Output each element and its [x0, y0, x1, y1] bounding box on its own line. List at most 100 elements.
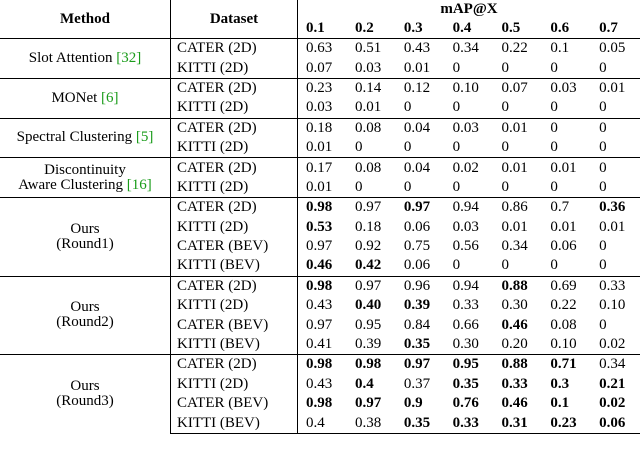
value-cell: 0.01 [599, 218, 626, 235]
value-cell: 0.12 [395, 77, 445, 99]
value-cell: 0.01 [306, 178, 333, 195]
method-name: Ours [70, 299, 100, 316]
value-cell: 0.02 [444, 157, 494, 178]
value-cell: 0.75 [403, 238, 431, 255]
value-cell: 0.7 [542, 197, 592, 218]
value-cell: 0.98 [347, 354, 396, 375]
value-cell: 0.04 [395, 157, 445, 178]
value-cell: 0.07 [493, 77, 543, 99]
value-cell: 0.08 [550, 316, 577, 333]
method-cell: MONet [6] [0, 77, 171, 119]
dataset-cell: CATER (2D) [170, 197, 298, 218]
value-cell: 0 [591, 157, 640, 178]
data-row: KITTI (BEV) 0.41 0.39 0.35 0.30 0.20 0.10 0.02 [0, 334, 640, 355]
value-cell: 0.76 [452, 395, 479, 412]
value-cell: 0.06 [403, 257, 431, 274]
dataset-cell: KITTI (2D) [170, 374, 298, 395]
value-cell: 0.10 [550, 336, 577, 353]
value-cell: 0.34 [591, 354, 640, 375]
value-cell: 0 [452, 59, 461, 76]
header-row: Method Dataset mAP@X [0, 0, 640, 39]
value-cell: 0.94 [444, 197, 494, 218]
threshold: 0.7 [599, 20, 618, 36]
data-row: KITTI (2D) 0.43 0.40 0.39 0.33 0.30 0.22 0.10 [0, 296, 640, 316]
value-cell: 0.46 [306, 257, 333, 274]
value-cell: 0.10 [599, 297, 626, 314]
data-row: KITTI (2D) 0.01 0 0 0 0 0 0 [0, 177, 640, 198]
value-cell: 0.03 [542, 77, 592, 99]
value-cell: 0.03 [306, 99, 333, 116]
value-cell: 0.23 [542, 413, 592, 434]
dataset-cell: CATER (2D) [170, 354, 298, 375]
value-cell: 0.97 [355, 395, 382, 412]
method-name: Aware Clustering [18, 176, 124, 193]
value-cell: 0.04 [395, 117, 445, 138]
value-cell: 0.63 [297, 38, 347, 59]
value-cell: 0.21 [599, 375, 626, 392]
value-cell: 0.01 [306, 139, 333, 156]
dataset-cell: CATER (BEV) [170, 394, 298, 414]
value-cell: 0.01 [542, 157, 592, 178]
value-cell: 0.94 [444, 275, 494, 297]
dataset-cell: CATER (2D) [170, 38, 298, 59]
value-cell: 0.07 [306, 59, 333, 76]
data-row: KITTI (2D) 0.53 0.18 0.06 0.03 0.01 0.01 0.01 [0, 217, 640, 237]
value-cell: 0.53 [306, 218, 333, 235]
value-cell: 0 [542, 117, 592, 138]
value-cell: 0 [550, 99, 558, 116]
value-cell: 0.66 [452, 316, 479, 333]
value-cell: 0 [501, 59, 509, 76]
value-cell: 0.39 [355, 336, 382, 353]
data-row: KITTI (BEV) 0.4 0.38 0.35 0.33 0.31 0.23 0.06 [0, 413, 640, 434]
value-cell: 0.03 [452, 218, 479, 235]
value-cell: 0.98 [297, 197, 347, 218]
value-cell: 0 [452, 257, 461, 274]
value-cell: 0 [501, 99, 509, 116]
value-cell: 0.9 [403, 395, 423, 412]
value-cell: 0 [452, 139, 461, 156]
method-name: (Round3) [56, 393, 114, 410]
dataset-cell: KITTI (BEV) [170, 413, 298, 434]
value-cell: 0.23 [297, 77, 347, 99]
data-row: CATER (BEV) 0.97 0.92 0.75 0.56 0.34 0.06 0 [0, 236, 640, 257]
dataset-cell: KITTI (2D) [170, 98, 298, 119]
value-cell: 0.22 [550, 297, 577, 314]
table-body: Slot Attention [32] CATER (2D) 0.63 0.51 0.4… [0, 38, 640, 434]
method-header: Method [0, 0, 171, 39]
citation: [16] [126, 176, 152, 193]
value-cell: 0.4 [355, 375, 374, 392]
citation: [5] [135, 129, 154, 146]
value-cell: 0 [355, 139, 363, 156]
data-row: KITTI (2D) 0.07 0.03 0.01 0 0 0 0 [0, 58, 640, 79]
value-cell: 0.20 [501, 336, 528, 353]
value-cell: 0.33 [452, 297, 479, 314]
value-cell: 0 [403, 178, 412, 195]
dataset-cell: KITTI (2D) [170, 177, 298, 198]
value-cell: 0.05 [591, 38, 640, 59]
value-cell: 0.39 [403, 297, 431, 314]
value-cell: 0.01 [493, 157, 543, 178]
method-name: Slot Attention [28, 49, 113, 66]
method-name: Discontinuity [44, 161, 126, 178]
value-cell: 0.06 [403, 218, 431, 235]
value-cell: 0 [452, 99, 461, 116]
value-cell: 0.92 [355, 238, 382, 255]
value-cell: 0.08 [347, 117, 396, 138]
data-row: CATER (BEV) 0.98 0.97 0.9 0.76 0.46 0.1 0.02 [0, 394, 640, 414]
data-row: KITTI (2D) 0.01 0 0 0 0 0 0 [0, 137, 640, 158]
method-name: Spectral Clustering [16, 129, 133, 146]
value-cell: 0 [550, 59, 558, 76]
value-cell: 0.02 [599, 336, 626, 353]
value-cell: 0.33 [444, 413, 494, 434]
value-cell: 0 [599, 257, 607, 274]
value-cell: 0 [599, 139, 607, 156]
value-cell: 0.42 [355, 257, 382, 274]
value-cell: 0.97 [395, 197, 445, 218]
value-cell: 0.01 [591, 77, 640, 99]
value-cell: 0.01 [403, 59, 431, 76]
value-cell: 0 [599, 99, 607, 116]
dataset-cell: KITTI (2D) [170, 217, 298, 237]
value-cell: 0 [599, 59, 607, 76]
value-cell: 0.88 [493, 275, 543, 297]
